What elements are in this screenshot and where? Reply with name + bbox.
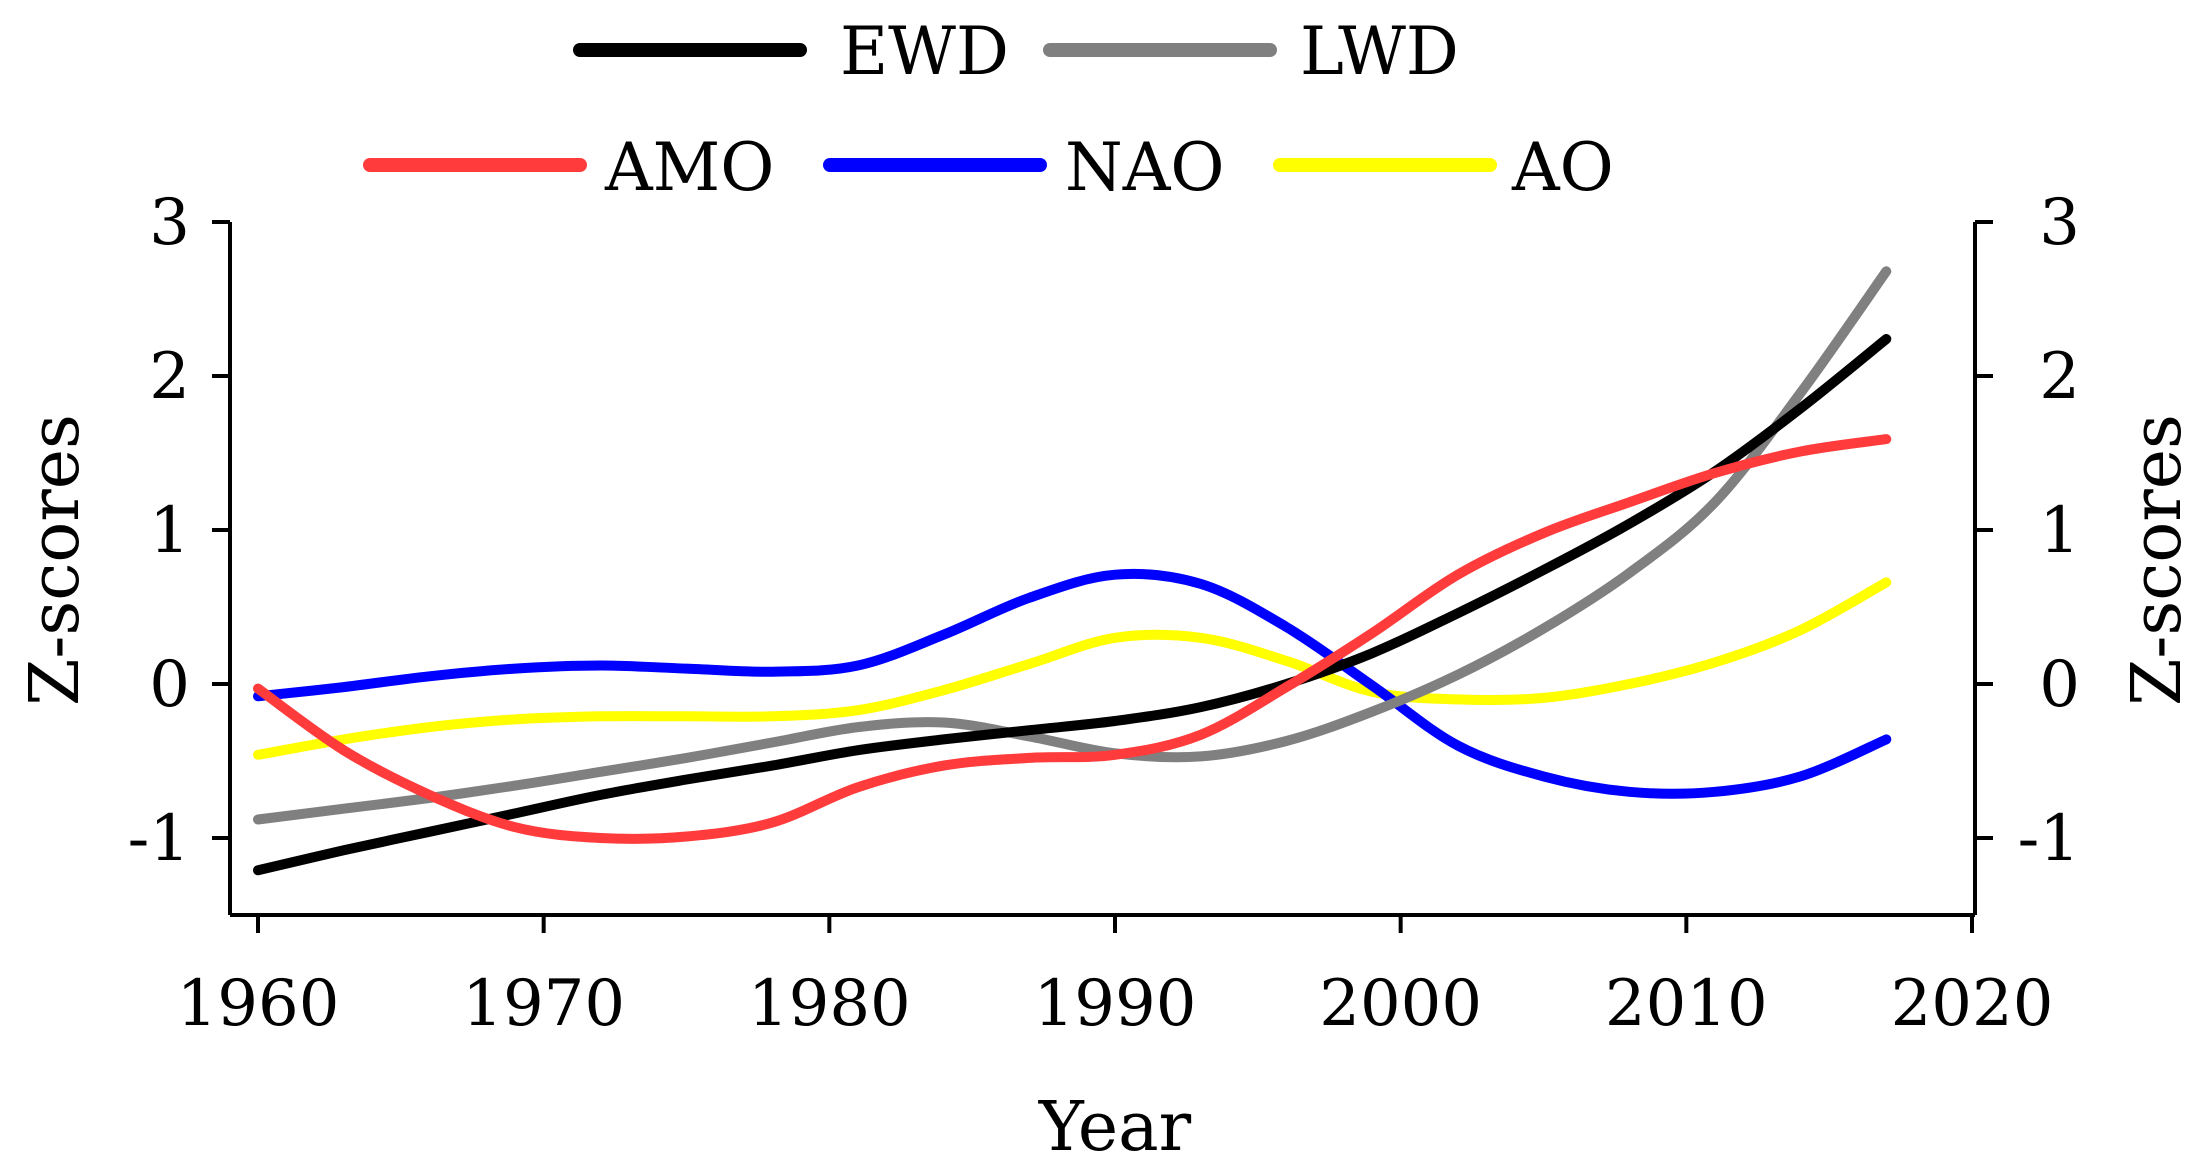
legend: EWD LWD AMO NAO AO: [363, 13, 1614, 206]
y-tick-label-left-2: 2: [149, 340, 190, 414]
x-tick-label-1980: 1980: [748, 967, 911, 1041]
y-tick-label-right-2: 2: [2039, 340, 2080, 414]
legend-label-lwd: LWD: [1300, 13, 1459, 90]
y-ticks-right: -1 0 1 2 3: [1975, 186, 2080, 876]
series-group: [253, 266, 1892, 876]
series-line-nao: [253, 568, 1892, 799]
x-tick-label-1990: 1990: [1034, 967, 1197, 1041]
y-tick-label-right-1: 1: [2039, 494, 2080, 568]
legend-label-amo: AMO: [604, 129, 774, 206]
y-tick-label-left--1: -1: [128, 802, 190, 876]
y-tick-label-left-1: 1: [149, 494, 190, 568]
x-tick-label-1970: 1970: [462, 967, 625, 1041]
legend-label-nao: NAO: [1065, 129, 1225, 206]
series-line-ao: [253, 577, 1892, 760]
x-tick-label-2010: 2010: [1605, 967, 1768, 1041]
x-tick-label-2020: 2020: [1891, 967, 2054, 1041]
series-line-amo: [253, 434, 1892, 844]
series-line-lwd: [253, 266, 1892, 825]
y-tick-label-right--1: -1: [2018, 802, 2080, 876]
x-tick-label-2000: 2000: [1319, 967, 1482, 1041]
y-tick-label-left-3: 3: [149, 186, 190, 260]
x-axis-title: Year: [1038, 1088, 1192, 1167]
y-tick-label-right-3: 3: [2039, 186, 2080, 260]
y-tick-label-left-0: 0: [149, 648, 190, 722]
y-axis-title-left: Z-scores: [16, 414, 95, 706]
series-line-ewd: [253, 334, 1892, 876]
y-ticks-left: -1 0 1 2 3: [128, 186, 230, 876]
y-tick-label-right-0: 0: [2039, 648, 2080, 722]
legend-label-ao: AO: [1511, 129, 1614, 206]
x-tick-label-1960: 1960: [177, 967, 340, 1041]
legend-label-ewd: EWD: [840, 13, 1009, 90]
y-axis-title-right: Z-scores: [2118, 414, 2197, 706]
x-ticks: 1960 1970 1980 1990 2000 2010 2020: [177, 915, 2054, 1041]
